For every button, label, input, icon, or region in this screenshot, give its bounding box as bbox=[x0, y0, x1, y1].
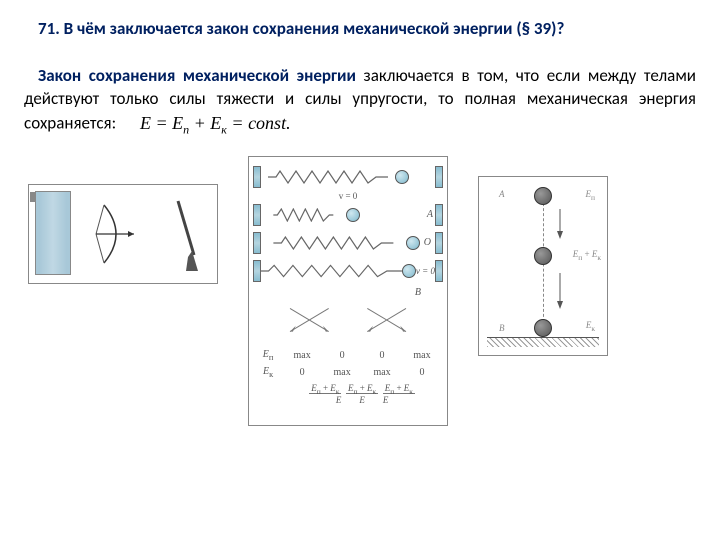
answer-text: Закон сохранения механической энергии за… bbox=[24, 65, 696, 138]
figure-potential-examples bbox=[28, 184, 218, 284]
figures-row: v = 0 A O v = 0 B bbox=[24, 156, 696, 426]
question-text: 71. В чём заключается закон сохранения м… bbox=[24, 18, 696, 41]
ball-top bbox=[534, 187, 552, 205]
figure-falling-ball: A Eп Eп + Eк B Eк bbox=[478, 176, 608, 356]
energy-formula: E = Eп + Eк = const. bbox=[126, 111, 291, 138]
energy-table: Eп max 0 0 max Eк 0 max max 0 Eп + Eк Eп… bbox=[253, 346, 443, 409]
ball-mid bbox=[534, 247, 552, 265]
question-number: 71. bbox=[38, 18, 60, 39]
figure-spring-oscillation: v = 0 A O v = 0 B bbox=[248, 156, 448, 426]
ball-bottom bbox=[534, 319, 552, 337]
answer-lead: Закон сохранения механической энергии bbox=[38, 65, 356, 86]
label-v0: v = 0 bbox=[253, 191, 443, 201]
bow-icon bbox=[77, 191, 155, 277]
arrow-diagram bbox=[261, 300, 435, 340]
ball-icon bbox=[395, 170, 409, 184]
wall-icon bbox=[435, 166, 443, 188]
wall-icon bbox=[253, 166, 261, 188]
ground-icon bbox=[487, 337, 599, 347]
door-icon bbox=[35, 191, 71, 275]
question-body: В чём заключается закон сохранения механ… bbox=[64, 18, 565, 39]
rifle-icon bbox=[161, 191, 211, 277]
